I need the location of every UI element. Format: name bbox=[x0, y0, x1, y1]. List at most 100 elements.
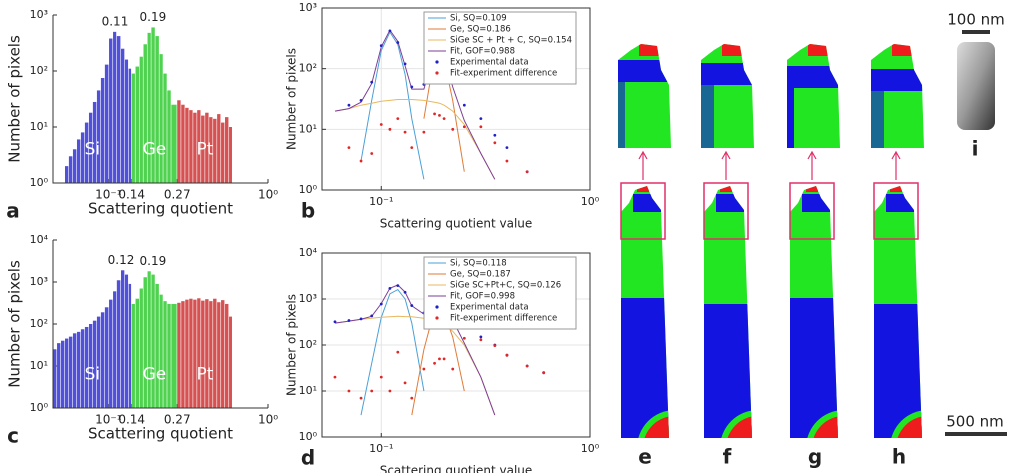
region-pt bbox=[639, 44, 661, 56]
arrowhead bbox=[638, 150, 648, 160]
chart: 10⁰ 10¹ 10² 10³ 10⁴ 10⁻¹0.14 0.27 10⁰ Scattering… bbox=[6, 233, 279, 448]
series-line bbox=[360, 31, 425, 180]
histogram-bar bbox=[92, 320, 97, 408]
data-point bbox=[347, 319, 351, 322]
histogram-bar bbox=[143, 44, 147, 184]
axis bbox=[52, 240, 268, 409]
histogram-bar bbox=[205, 112, 209, 183]
x-tick-label: 0.14 bbox=[118, 188, 145, 202]
data-point bbox=[379, 44, 383, 48]
panel-label: h bbox=[892, 445, 906, 469]
histogram-bar bbox=[213, 118, 217, 183]
region-si bbox=[716, 194, 748, 212]
histogram-bar bbox=[72, 333, 77, 408]
x-axis-title: Scattering quotient bbox=[88, 200, 233, 218]
data-point bbox=[403, 381, 407, 385]
region-pt bbox=[808, 44, 830, 56]
histogram-bar bbox=[128, 68, 132, 183]
panel-label: e bbox=[638, 445, 652, 469]
histogram-bar bbox=[155, 283, 159, 408]
histogram-bar bbox=[96, 316, 101, 408]
histogram-bar bbox=[151, 27, 155, 184]
crop-image bbox=[787, 44, 840, 148]
data-point bbox=[462, 103, 466, 107]
data-point bbox=[422, 130, 426, 134]
data-point bbox=[388, 127, 392, 131]
axis-box bbox=[321, 252, 591, 438]
x-tick-label: 10⁰ bbox=[581, 195, 600, 208]
y-tick-label: 10⁰ bbox=[30, 401, 49, 414]
tip-image bbox=[790, 186, 838, 438]
y-tick-label: 10¹ bbox=[299, 384, 317, 397]
histogram-bar bbox=[159, 294, 163, 408]
histogram-bar bbox=[124, 59, 129, 183]
data-point bbox=[438, 357, 441, 361]
histogram-bar bbox=[201, 300, 205, 408]
x-tick-label: 0.27 bbox=[164, 188, 191, 202]
histogram-bar bbox=[217, 302, 221, 408]
legend-swatch bbox=[435, 316, 439, 320]
image-panels bbox=[618, 44, 924, 438]
data-point bbox=[462, 336, 466, 340]
tip-image bbox=[621, 186, 669, 438]
data-point bbox=[433, 361, 436, 365]
data-point bbox=[410, 146, 414, 149]
histogram-bar bbox=[80, 132, 85, 183]
histogram-bar bbox=[84, 326, 89, 408]
y-tick-label: 10³ bbox=[30, 275, 48, 288]
data-point bbox=[451, 127, 455, 131]
legend-label: SiGe SC+Pt+C, SQ=0.126 bbox=[450, 281, 561, 291]
data-point bbox=[410, 396, 414, 400]
data-point bbox=[505, 353, 509, 357]
histogram-bar bbox=[167, 303, 171, 408]
legend-label: Fit-experiment difference bbox=[450, 69, 557, 79]
histogram-bar bbox=[121, 48, 125, 183]
data-point bbox=[379, 123, 383, 126]
histogram-bar bbox=[197, 110, 201, 183]
x-axis-title: Scattering quotient bbox=[88, 425, 233, 443]
region-si bbox=[618, 80, 625, 148]
histogram-bar bbox=[100, 77, 105, 183]
arrowhead bbox=[721, 150, 731, 160]
region-pt bbox=[890, 186, 902, 192]
histogram-bar bbox=[104, 307, 109, 408]
y-tick-label: 10³ bbox=[30, 8, 48, 21]
data-point bbox=[410, 304, 414, 307]
histogram-bar bbox=[213, 298, 217, 408]
data-point bbox=[479, 338, 483, 342]
data-point bbox=[493, 344, 497, 348]
data-point bbox=[479, 335, 483, 339]
data-point bbox=[438, 113, 441, 117]
data-point bbox=[442, 117, 446, 121]
data-point bbox=[379, 375, 383, 379]
x-tick-label: 10⁰ bbox=[258, 413, 278, 427]
data-point bbox=[542, 371, 546, 375]
region-si bbox=[886, 194, 918, 212]
histogram-bar bbox=[189, 298, 193, 408]
histogram-bar bbox=[76, 139, 81, 183]
x-tick-label: 10⁻¹ bbox=[369, 442, 393, 455]
data-point bbox=[347, 146, 351, 149]
scale-bar bbox=[962, 30, 990, 34]
region-pt bbox=[720, 186, 732, 192]
chart: 10⁰ 10¹ 10² 10³ 10⁻¹0.14 0.27 10⁰ Scattering qu… bbox=[6, 8, 279, 223]
histogram-bar bbox=[181, 301, 185, 408]
histogram-bar bbox=[155, 36, 159, 184]
data-point bbox=[479, 117, 483, 121]
region-pt bbox=[806, 186, 818, 192]
x-tick-label: 0.27 bbox=[164, 413, 191, 427]
data-point bbox=[403, 290, 407, 294]
zoom-box bbox=[789, 182, 835, 240]
panel-label: g bbox=[808, 445, 822, 469]
histogram-bar bbox=[143, 277, 147, 408]
series-label: Si bbox=[85, 364, 101, 384]
histogram-bar bbox=[116, 36, 121, 184]
y-tick-label: 10⁴ bbox=[30, 233, 49, 246]
histogram-bar bbox=[225, 303, 229, 408]
region-pt bbox=[812, 416, 838, 438]
histogram-bar bbox=[64, 338, 69, 408]
region-si bbox=[787, 80, 794, 148]
data-point bbox=[388, 29, 392, 33]
region-pt bbox=[892, 44, 914, 56]
